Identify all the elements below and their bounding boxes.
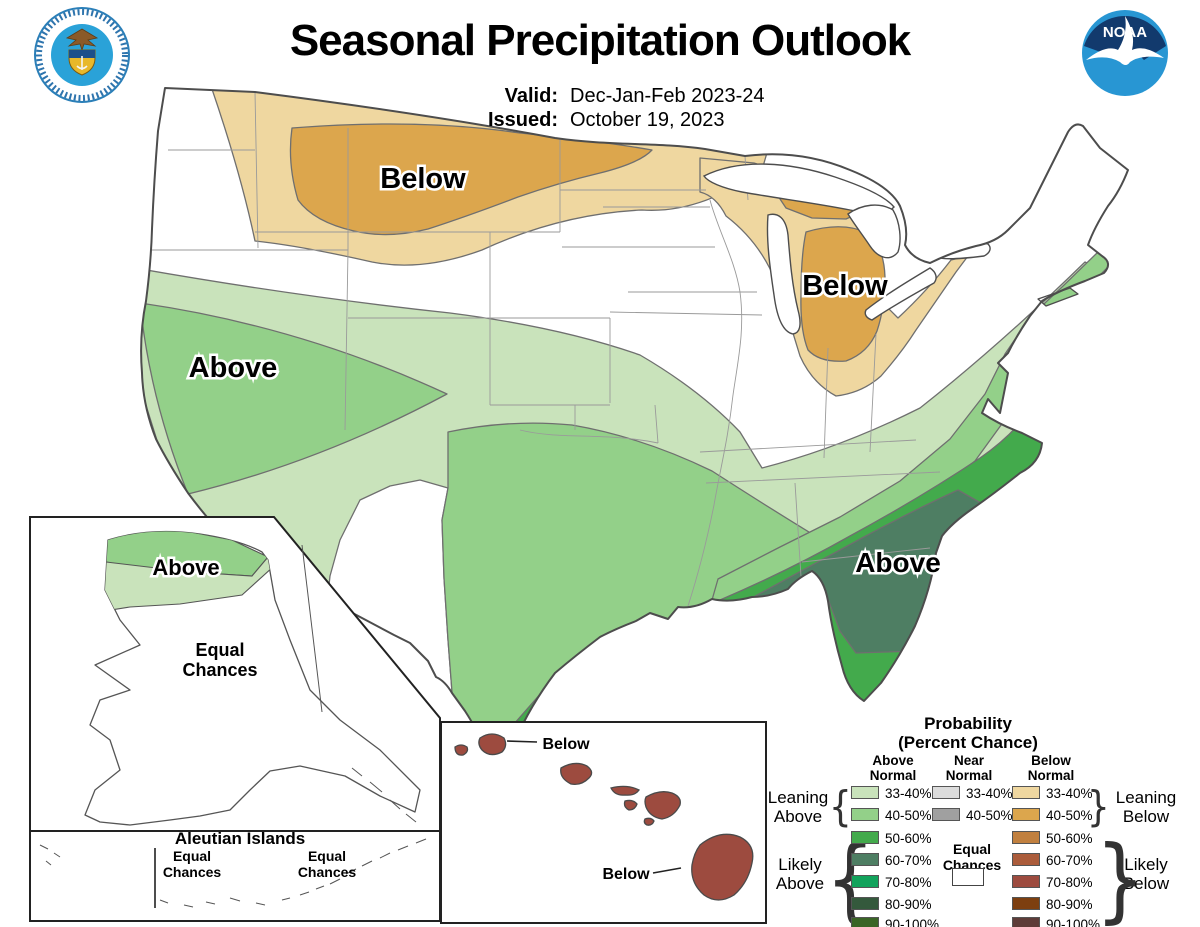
- swatch-below-33-40: [1012, 786, 1040, 799]
- swatch-above-40-50: [851, 808, 879, 821]
- range-near-40-50: 40-50%: [966, 808, 1013, 823]
- legend-group-likely-below: Likely Below: [1122, 855, 1170, 893]
- swatch-near-33-40: [932, 786, 960, 799]
- legend-subtitle: (Percent Chance): [898, 733, 1038, 752]
- legend-col-near-normal: Near Normal: [945, 753, 993, 783]
- range-below-80-90: 80-90%: [1046, 897, 1093, 912]
- conus-region-above-40-50-west: [141, 302, 448, 495]
- legend-equal-chances-box: [952, 868, 984, 886]
- noaa-logo: NOAA: [1082, 10, 1168, 96]
- range-above-60-70: 60-70%: [885, 853, 932, 868]
- hawaii-pointer-top: [506, 740, 538, 743]
- swatch-near-40-50: [932, 808, 960, 821]
- probability-legend: Probability (Percent Chance) Above Norma…: [763, 708, 1200, 927]
- swatch-above-33-40: [851, 786, 879, 799]
- hawaii-pointer-bottom: [652, 867, 682, 874]
- legend-col-below-normal: Below Normal: [1027, 753, 1075, 783]
- valid-label: Valid:: [504, 85, 558, 107]
- aleutian-equal-chances-right: Equal Chances: [297, 848, 357, 880]
- range-above-40-50: 40-50%: [885, 808, 932, 823]
- range-near-33-40: 33-40%: [966, 786, 1013, 801]
- label-hawaii-below-top: Below: [542, 736, 590, 753]
- conus-region-below-40-50-northwest: [289, 123, 653, 236]
- range-above-90-100: 90-100%: [885, 917, 940, 927]
- long-island-outline: [1037, 287, 1079, 307]
- swatch-below-80-90: [1012, 897, 1040, 910]
- range-below-60-70: 60-70%: [1046, 853, 1093, 868]
- range-below-90-100: 90-100%: [1046, 917, 1101, 927]
- label-below-michigan: Below: [802, 270, 888, 302]
- range-below-50-60: 50-60%: [1046, 831, 1093, 846]
- swatch-above-50-60: [851, 831, 879, 844]
- label-alaska-above: Above: [152, 555, 219, 580]
- swatch-above-80-90: [851, 897, 879, 910]
- swatch-above-70-80: [851, 875, 879, 888]
- issued-value: October 19, 2023: [570, 109, 725, 131]
- legend-group-leaning-below: Leaning Below: [1115, 788, 1177, 826]
- swatch-below-60-70: [1012, 853, 1040, 866]
- label-below-north: Below: [380, 163, 466, 195]
- issue-block: Valid: Dec-Jan-Feb 2023-24 Issued: Octob…: [430, 84, 765, 132]
- department-of-commerce-seal: [34, 7, 130, 103]
- aleutian-islands-title: Aleutian Islands: [174, 829, 306, 848]
- aleutian-equal-chances-left: Equal Chances: [162, 848, 222, 880]
- page-title: Seasonal Precipitation Outlook: [289, 16, 911, 65]
- lake-erie: [864, 267, 937, 321]
- state-borders: [148, 91, 941, 607]
- swatch-below-40-50: [1012, 808, 1040, 821]
- range-below-33-40: 33-40%: [1046, 786, 1093, 801]
- seal-anchor-icon: [76, 56, 88, 70]
- leaning-below-brace: }: [1087, 782, 1110, 831]
- label-hawaii-below-bottom: Below: [602, 866, 650, 883]
- likely-below-brace: }: [1095, 826, 1146, 927]
- valid-value: Dec-Jan-Feb 2023-24: [570, 85, 765, 107]
- lake-huron: [847, 204, 901, 259]
- lake-michigan: [766, 213, 801, 335]
- range-above-33-40: 33-40%: [885, 786, 932, 801]
- leaning-above-brace: {: [829, 782, 852, 831]
- alaska-canada-border: [301, 544, 323, 713]
- range-below-70-80: 70-80%: [1046, 875, 1093, 890]
- range-above-80-90: 80-90%: [885, 897, 932, 912]
- legend-group-leaning-above: Leaning Above: [767, 788, 829, 826]
- alaska-equal-chances-label: Equal Chances: [182, 640, 258, 680]
- legend-title: Probability: [924, 714, 1012, 733]
- range-above-50-60: 50-60%: [885, 831, 932, 846]
- noaa-seagull-icon: [1086, 16, 1164, 65]
- range-below-40-50: 40-50%: [1046, 808, 1093, 823]
- swatch-below-50-60: [1012, 831, 1040, 844]
- label-above-southeast: Above: [855, 547, 941, 578]
- alaska-islands: [39, 767, 427, 908]
- noaa-logo-text: NOAA: [1103, 24, 1147, 41]
- range-above-70-80: 70-80%: [885, 875, 932, 890]
- swatch-below-70-80: [1012, 875, 1040, 888]
- issued-label: Issued:: [487, 109, 558, 131]
- label-above-west: Above: [189, 352, 278, 384]
- legend-col-above-normal: Above Normal: [869, 753, 917, 783]
- legend-group-likely-above: Likely Above: [775, 855, 825, 893]
- hawaii-islands: [454, 733, 754, 901]
- swatch-above-90-100: [851, 917, 879, 927]
- swatch-above-60-70: [851, 853, 879, 866]
- swatch-below-90-100: [1012, 917, 1040, 927]
